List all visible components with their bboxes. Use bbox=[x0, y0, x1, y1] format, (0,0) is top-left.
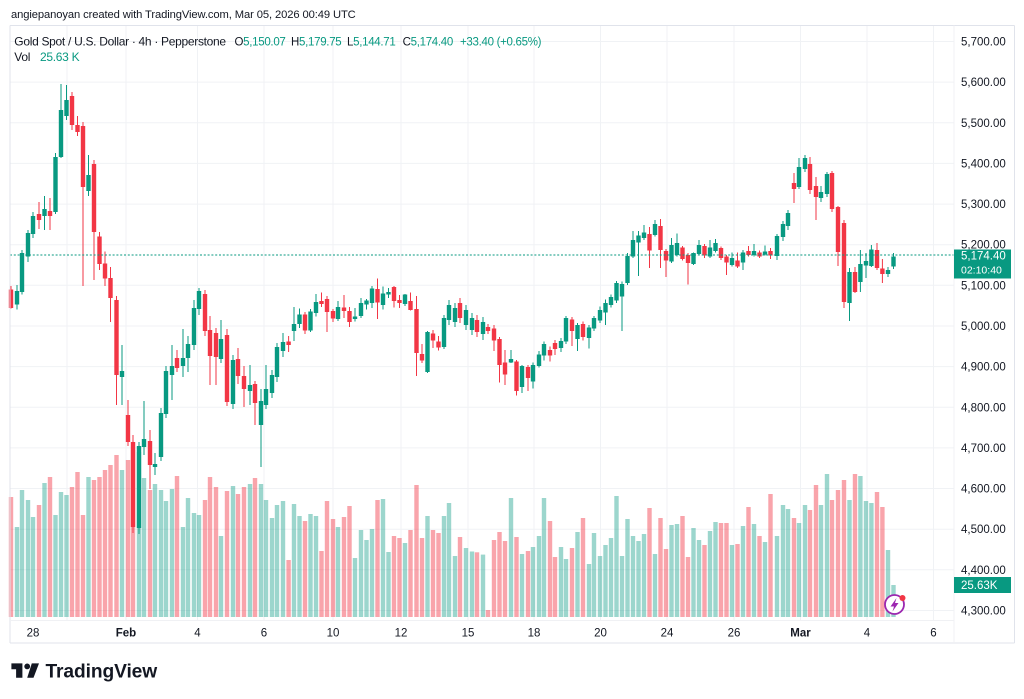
svg-text:4,800.00: 4,800.00 bbox=[961, 402, 1006, 414]
svg-text:28: 28 bbox=[27, 628, 40, 640]
svg-text:20: 20 bbox=[594, 628, 607, 640]
svg-text:Feb: Feb bbox=[116, 628, 136, 640]
svg-text:25.63 K: 25.63 K bbox=[40, 50, 80, 64]
svg-text:C5,174.40: C5,174.40 bbox=[403, 37, 453, 49]
svg-text:25.63K: 25.63K bbox=[961, 580, 998, 592]
svg-text:angiepanoyan created with Trad: angiepanoyan created with TradingView.co… bbox=[11, 9, 356, 21]
svg-text:Gold Spot / U.S. Dollar · 4h ·: Gold Spot / U.S. Dollar · 4h · Peppersto… bbox=[14, 35, 226, 49]
svg-text:5,600.00: 5,600.00 bbox=[961, 77, 1006, 89]
svg-text:12: 12 bbox=[395, 628, 408, 640]
svg-text:4,600.00: 4,600.00 bbox=[961, 484, 1006, 496]
svg-text:4: 4 bbox=[194, 628, 201, 640]
svg-text:02:10:40: 02:10:40 bbox=[961, 265, 1002, 277]
svg-text:10: 10 bbox=[327, 628, 340, 640]
svg-text:4,500.00: 4,500.00 bbox=[961, 524, 1006, 536]
svg-text:5,100.00: 5,100.00 bbox=[961, 280, 1006, 292]
svg-text:4,300.00: 4,300.00 bbox=[961, 606, 1006, 618]
svg-text:6: 6 bbox=[261, 628, 267, 640]
svg-text:18: 18 bbox=[528, 628, 541, 640]
svg-text:24: 24 bbox=[661, 628, 674, 640]
svg-text:Vol: Vol bbox=[14, 50, 30, 64]
svg-text:5,300.00: 5,300.00 bbox=[961, 199, 1006, 211]
svg-text:O5,150.07: O5,150.07 bbox=[235, 37, 286, 49]
svg-text:5,400.00: 5,400.00 bbox=[961, 158, 1006, 170]
svg-text:5,174.40: 5,174.40 bbox=[961, 251, 1006, 263]
svg-text:5,500.00: 5,500.00 bbox=[961, 118, 1006, 130]
svg-text:26: 26 bbox=[728, 628, 741, 640]
svg-text:H5,179.75: H5,179.75 bbox=[291, 37, 341, 49]
svg-text:5,000.00: 5,000.00 bbox=[961, 321, 1006, 333]
svg-text:4,400.00: 4,400.00 bbox=[961, 565, 1006, 577]
svg-text:TradingView: TradingView bbox=[46, 662, 158, 683]
svg-text:4: 4 bbox=[864, 628, 871, 640]
svg-text:15: 15 bbox=[462, 628, 475, 640]
svg-text:Mar: Mar bbox=[790, 628, 811, 640]
svg-text:5,200.00: 5,200.00 bbox=[961, 240, 1006, 252]
svg-text:4,700.00: 4,700.00 bbox=[961, 443, 1006, 455]
svg-text:4,900.00: 4,900.00 bbox=[961, 362, 1006, 374]
svg-text:+33.40 (+0.65%): +33.40 (+0.65%) bbox=[460, 37, 542, 49]
svg-text:L5,144.71: L5,144.71 bbox=[347, 37, 395, 49]
svg-text:6: 6 bbox=[930, 628, 936, 640]
svg-text:5,700.00: 5,700.00 bbox=[961, 37, 1006, 49]
